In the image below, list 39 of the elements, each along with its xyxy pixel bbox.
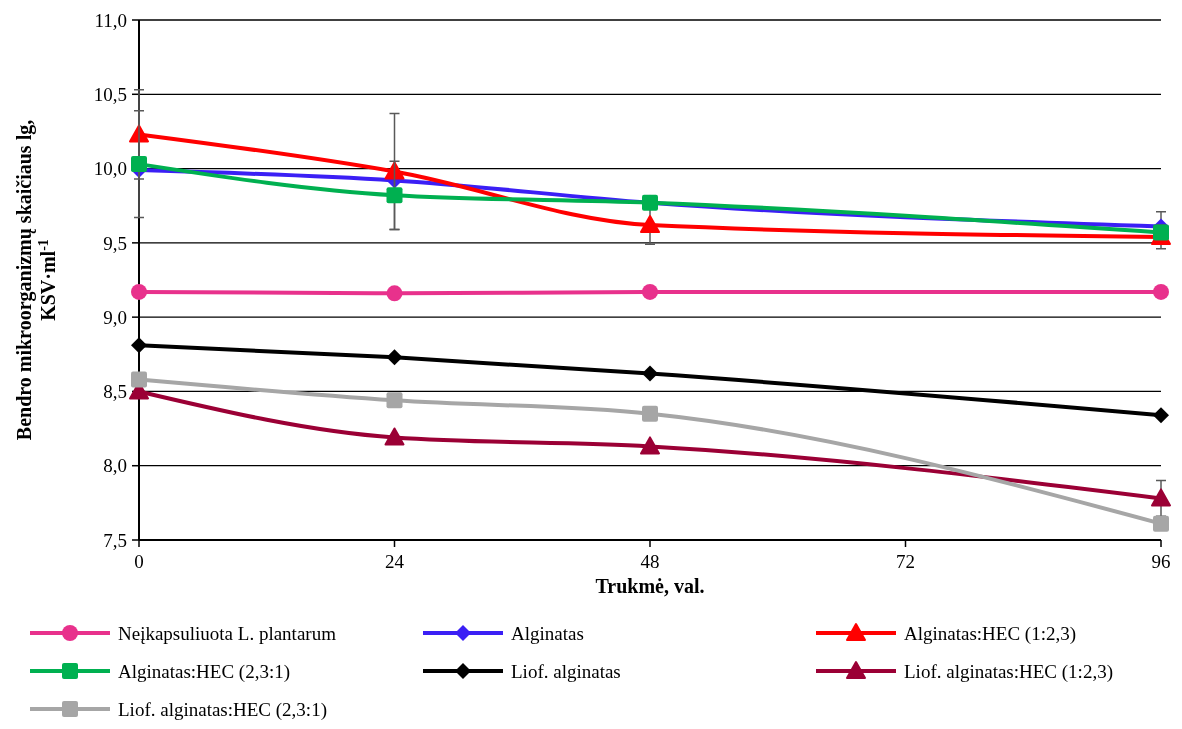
y-tick-label: 9,0: [103, 306, 127, 328]
y-tick-label: 8,0: [103, 455, 127, 477]
y-tick-label: 9,5: [103, 232, 127, 254]
point: [131, 371, 147, 388]
legend-label: Alginatas: [511, 622, 584, 644]
point: [640, 215, 660, 234]
point: [131, 283, 147, 300]
y-tick-label: 8,5: [103, 381, 127, 403]
y-tick-label: 7,5: [103, 529, 127, 551]
point: [1153, 283, 1169, 300]
point: [642, 365, 658, 382]
point: [1151, 488, 1171, 507]
legend-label: Liof. alginatas: [511, 660, 621, 682]
legend-label: Liof. alginatas:HEC (2,3:1): [118, 698, 327, 721]
point: [1153, 515, 1169, 532]
y-tick-label: 11,0: [94, 9, 127, 31]
x-tick-label: 0: [134, 551, 144, 572]
x-tick-label: 24: [385, 551, 405, 572]
point: [386, 285, 403, 302]
x-axis-title: Trukmė, val.: [595, 575, 705, 597]
point: [384, 427, 405, 446]
legend-label: Liof. alginatas:HEC (1:2,3): [904, 660, 1113, 683]
point: [1153, 407, 1169, 424]
point: [386, 392, 403, 409]
legend-label: Alginatas:HEC (1:2,3): [904, 622, 1077, 645]
point: [642, 283, 658, 300]
legend-label: Neįkapsuliuota L. plantarum: [118, 622, 337, 644]
y-tick-label: 10,0: [93, 158, 127, 180]
legend-label: Alginatas:HEC (2,3:1): [118, 660, 291, 683]
point: [386, 187, 403, 204]
point: [1153, 224, 1169, 241]
point: [640, 436, 660, 455]
y-tick-label: 10,5: [93, 83, 127, 105]
x-tick-label: 48: [640, 551, 660, 572]
x-tick-label: 96: [1151, 551, 1171, 572]
x-tick-label: 72: [896, 551, 915, 572]
point: [386, 349, 403, 366]
point: [131, 337, 147, 354]
point: [642, 405, 658, 422]
